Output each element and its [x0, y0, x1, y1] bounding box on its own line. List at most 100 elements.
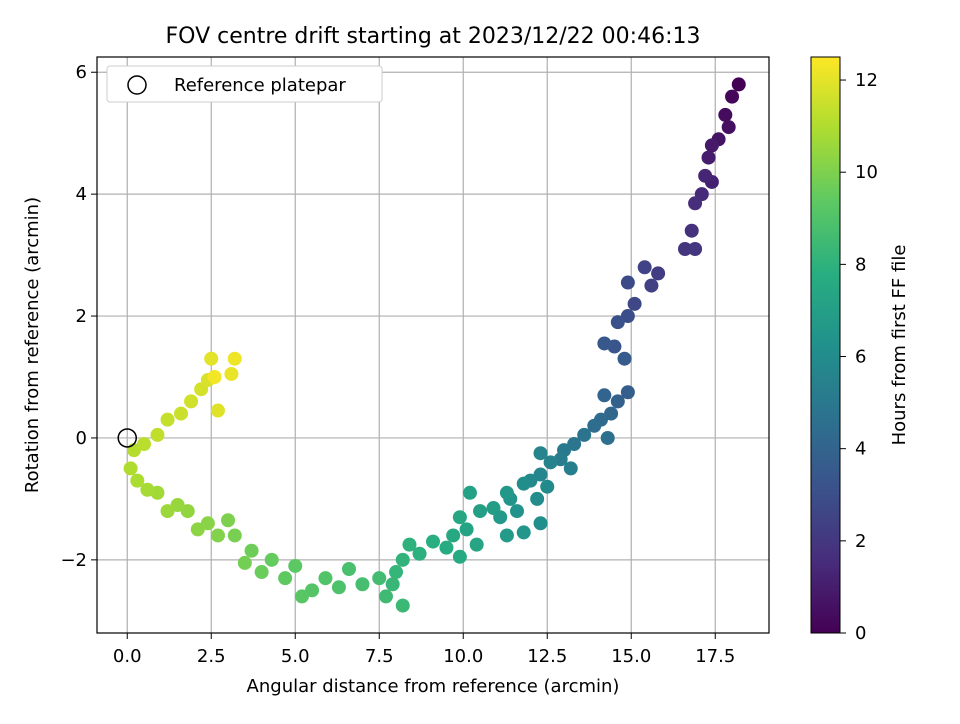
data-point [499, 528, 514, 543]
data-point [180, 504, 195, 519]
x-tick-label: 15.0 [611, 646, 651, 667]
x-axis-label: Angular distance from reference (arcmin) [247, 676, 620, 697]
data-point [620, 385, 635, 400]
data-point [237, 555, 252, 570]
chart-title: FOV centre drift starting at 2023/12/22 … [166, 24, 701, 49]
data-point [516, 476, 531, 491]
data-point [342, 562, 356, 576]
x-tick-label: 12.5 [527, 646, 567, 667]
data-point [651, 266, 666, 281]
y-tick-label: −2 [60, 550, 87, 571]
data-point [516, 525, 531, 540]
colorbar-tick-label: 0 [855, 623, 866, 644]
data-point [718, 107, 733, 122]
data-point [459, 522, 474, 537]
data-point [587, 418, 602, 433]
data-point [227, 528, 242, 543]
data-point [174, 406, 188, 421]
data-point [137, 437, 152, 452]
data-point [721, 120, 736, 135]
colorbar-tick-label: 8 [855, 254, 866, 275]
data-point [597, 336, 612, 351]
data-point [452, 549, 467, 564]
colorbar-tick-label: 10 [855, 162, 878, 183]
colorbar-tick-label: 4 [855, 439, 866, 460]
data-point [331, 580, 346, 595]
y-axis-label: Rotation from reference (arcmin) [22, 197, 43, 493]
data-point [704, 138, 719, 153]
data-point [533, 446, 548, 461]
data-point [462, 485, 477, 500]
data-point [620, 275, 635, 290]
x-axis-ticks: 0.0 2.5 5.0 7.5 10.0 12.5 15.0 17.5 [113, 633, 735, 667]
data-point [170, 498, 185, 512]
data-point [278, 571, 293, 586]
legend-label: Reference platepar [174, 75, 346, 96]
data-point [385, 577, 400, 592]
data-points [123, 77, 746, 613]
data-point [439, 540, 454, 555]
colorbar-ticks: 0 2 4 6 8 10 12 [840, 70, 878, 644]
data-point [123, 461, 138, 476]
data-point [600, 430, 615, 445]
grid-lines [97, 57, 769, 633]
data-point [264, 552, 279, 567]
x-tick-label: 2.5 [197, 646, 226, 667]
data-point [637, 260, 652, 275]
data-point [530, 491, 545, 506]
legend-marker [127, 75, 147, 95]
data-point [698, 168, 713, 183]
data-point [731, 77, 746, 92]
data-point [510, 504, 524, 519]
legend-box [106, 65, 383, 103]
data-point [563, 461, 578, 476]
x-tick-label: 5.0 [281, 646, 310, 667]
y-tick-label: 6 [76, 62, 87, 83]
data-point [395, 598, 410, 613]
x-tick-label: 10.0 [443, 646, 483, 667]
colorbar-label: Hours from first FF file [889, 245, 910, 446]
x-tick-label: 17.5 [695, 646, 735, 667]
data-point [378, 589, 393, 604]
colorbar-tick-label: 2 [855, 531, 866, 552]
data-point [210, 403, 225, 418]
data-point [372, 571, 387, 586]
data-point [207, 370, 222, 384]
data-point [499, 485, 514, 500]
data-point [543, 455, 558, 470]
data-point [402, 537, 417, 552]
data-point [540, 479, 555, 494]
data-point [190, 522, 205, 537]
y-tick-label: 4 [76, 184, 87, 205]
data-point [610, 394, 625, 409]
data-point [294, 589, 309, 604]
data-point [684, 223, 699, 238]
colorbar-tick-label: 6 [855, 347, 866, 368]
data-point [725, 89, 740, 104]
y-tick-label: 0 [76, 428, 87, 449]
x-tick-label: 7.5 [365, 646, 394, 667]
data-point [288, 558, 303, 573]
data-point [688, 196, 703, 211]
data-point [473, 504, 488, 519]
y-axis-ticks: −2 0 2 4 6 [60, 62, 97, 571]
plot-frame [96, 56, 770, 634]
data-point [150, 427, 165, 442]
data-point [533, 516, 548, 531]
data-point [305, 583, 320, 598]
colorbar [810, 56, 841, 634]
data-point [701, 150, 716, 165]
data-point [355, 577, 370, 592]
data-point [688, 242, 703, 256]
data-point [318, 571, 333, 586]
data-point [130, 473, 145, 488]
data-point [452, 510, 467, 525]
data-point [140, 482, 155, 497]
data-point [210, 528, 225, 543]
legend: Reference platepar [106, 65, 383, 103]
data-point [204, 351, 219, 366]
data-point [644, 278, 659, 293]
data-point [610, 315, 625, 330]
data-point [224, 366, 239, 381]
